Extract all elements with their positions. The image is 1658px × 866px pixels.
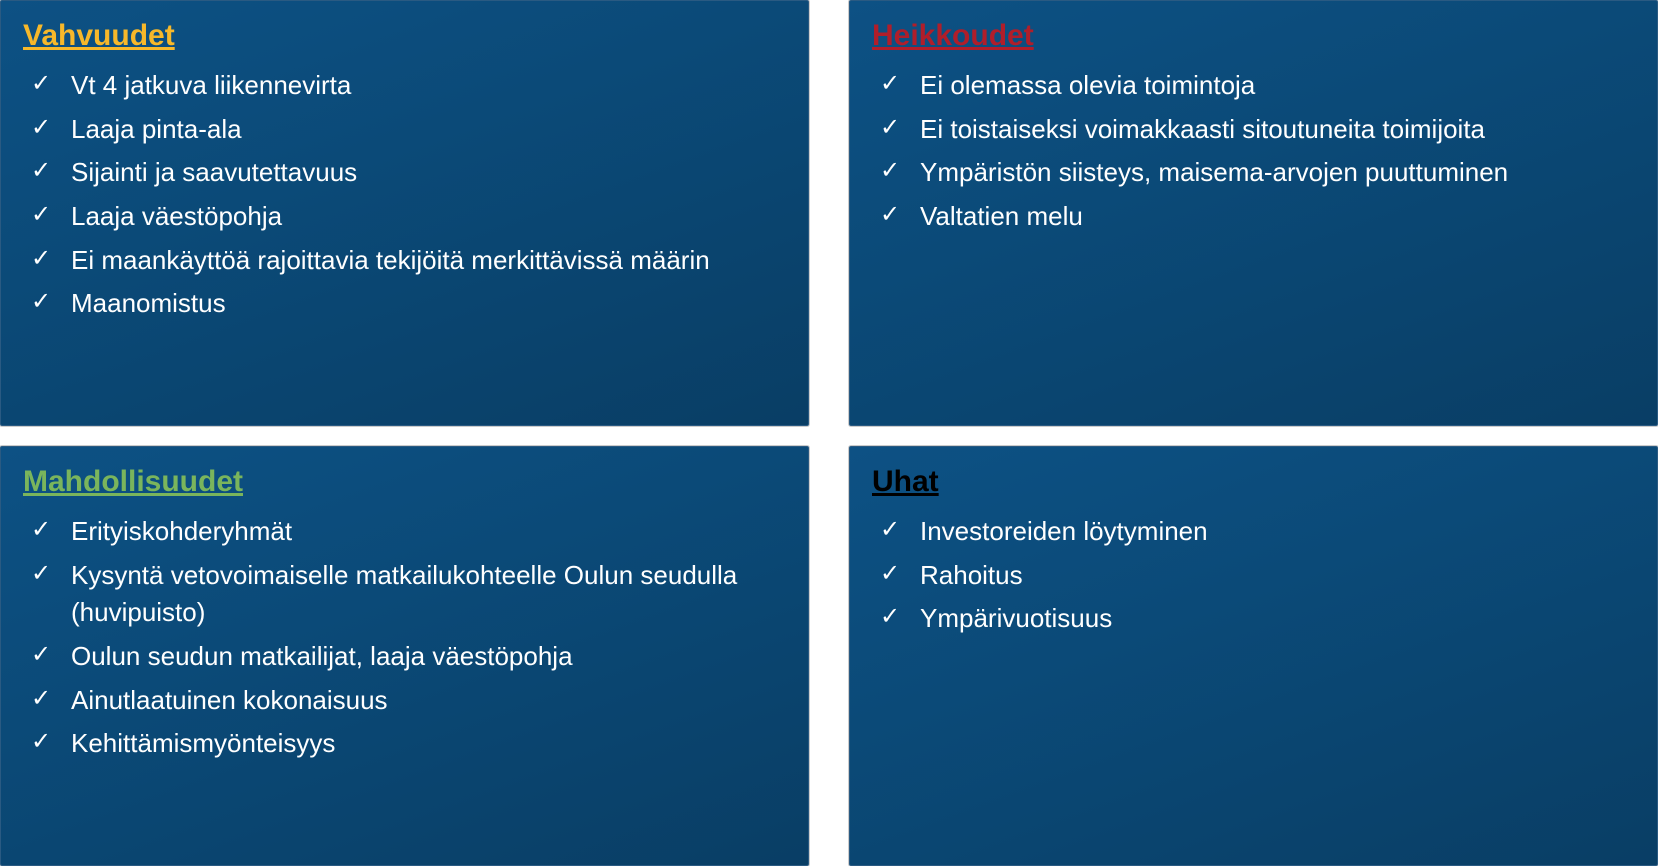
strengths-list: Vt 4 jatkuva liikennevirta Laaja pinta-a… [23,67,786,323]
list-item: Valtatien melu [880,198,1635,236]
swot-grid: Vahvuudet Vt 4 jatkuva liikennevirta Laa… [0,0,1658,866]
threats-title: Uhat [872,465,1635,499]
strengths-title: Vahvuudet [23,19,786,53]
list-item: Erityiskohderyhmät [31,513,786,551]
list-item: Ympärivuotisuus [880,600,1635,638]
list-item: Oulun seudun matkailijat, laaja väestöpo… [31,638,786,676]
threats-list: Investoreiden löytyminen Rahoitus Ympäri… [872,513,1635,638]
weaknesses-list: Ei olemassa olevia toimintoja Ei toistai… [872,67,1635,236]
list-item: Rahoitus [880,557,1635,595]
list-item: Investoreiden löytyminen [880,513,1635,551]
swot-strengths-box: Vahvuudet Vt 4 jatkuva liikennevirta Laa… [0,0,809,426]
weaknesses-title: Heikkoudet [872,19,1635,53]
list-item: Sijainti ja saavutettavuus [31,154,786,192]
list-item: Ainutlaatuinen kokonaisuus [31,682,786,720]
swot-threats-box: Uhat Investoreiden löytyminen Rahoitus Y… [849,446,1658,866]
list-item: Kysyntä vetovoimaiselle matkailukohteell… [31,557,786,632]
list-item: Vt 4 jatkuva liikennevirta [31,67,786,105]
swot-opportunities-box: Mahdollisuudet Erityiskohderyhmät Kysynt… [0,446,809,866]
list-item: Ei maankäyttöä rajoittavia tekijöitä mer… [31,242,786,280]
list-item: Ympäristön siisteys, maisema-arvojen puu… [880,154,1635,192]
opportunities-title: Mahdollisuudet [23,465,786,499]
list-item: Laaja pinta-ala [31,111,786,149]
list-item: Laaja väestöpohja [31,198,786,236]
list-item: Ei olemassa olevia toimintoja [880,67,1635,105]
opportunities-list: Erityiskohderyhmät Kysyntä vetovoimaisel… [23,513,786,763]
list-item: Ei toistaiseksi voimakkaasti sitoutuneit… [880,111,1635,149]
list-item: Kehittämismyönteisyys [31,725,786,763]
list-item: Maanomistus [31,285,786,323]
swot-weaknesses-box: Heikkoudet Ei olemassa olevia toimintoja… [849,0,1658,426]
